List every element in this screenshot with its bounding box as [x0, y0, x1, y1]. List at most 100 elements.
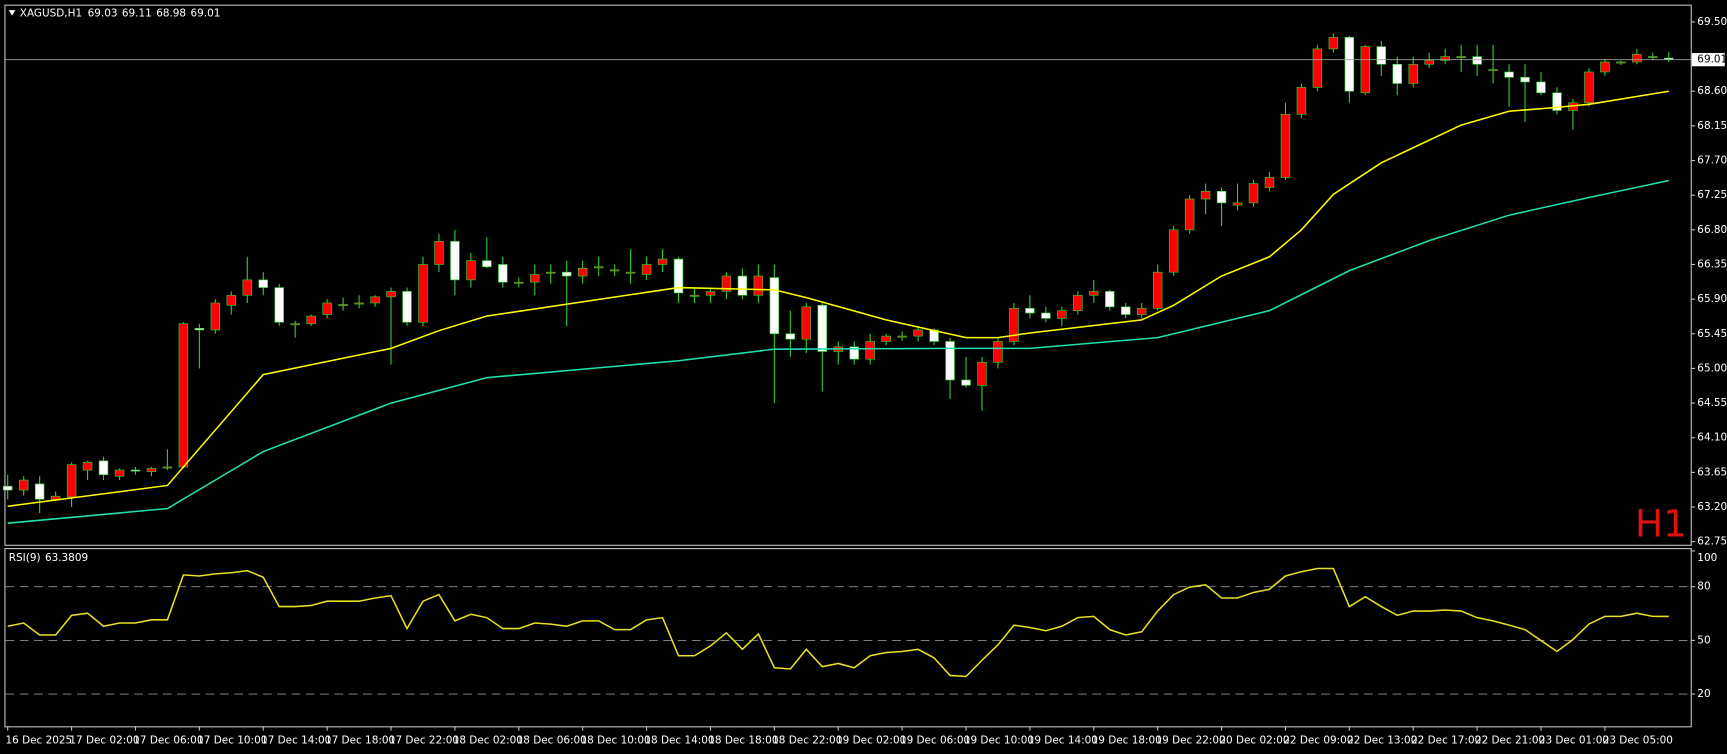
candle-body	[1105, 291, 1115, 308]
candle-body	[753, 275, 764, 296]
candle-body	[1136, 308, 1147, 315]
candle-body	[162, 466, 173, 469]
candle-body	[1392, 63, 1402, 84]
candle-body	[130, 469, 141, 472]
candle-body	[514, 281, 524, 284]
candle-body	[1025, 308, 1035, 314]
x-tick-label: 22 Dec 21:00	[1475, 735, 1545, 747]
candle-body	[530, 274, 540, 283]
candle-body	[641, 264, 652, 275]
candle-body	[737, 275, 748, 296]
header-close: 69.01	[190, 7, 220, 19]
candle-body	[705, 291, 716, 296]
candle-body	[146, 468, 157, 472]
candle-body	[386, 291, 396, 298]
candle-body	[1536, 81, 1546, 94]
candle-body	[817, 304, 828, 352]
candle-body	[1264, 177, 1275, 188]
x-tick-label: 18 Dec 22:00	[772, 735, 842, 747]
y-tick-label: 68.60	[1697, 85, 1727, 97]
y-tick-label: 65.00	[1697, 362, 1727, 374]
y-tick-label: 100	[1697, 552, 1717, 564]
candle-body	[1184, 198, 1195, 231]
candle-body	[977, 361, 987, 386]
candle-body	[1232, 202, 1243, 206]
candle-body	[881, 335, 891, 342]
candle-body	[274, 287, 284, 323]
candle-body	[450, 241, 460, 281]
candle-body	[1504, 71, 1514, 78]
candle-body	[1057, 310, 1067, 319]
candle-body	[1488, 69, 1498, 72]
y-tick-label: 66.80	[1697, 224, 1727, 236]
y-tick-label: 62.75	[1697, 536, 1727, 548]
x-tick-label: 17 Dec 02:00	[69, 735, 139, 747]
candle-body	[258, 279, 268, 288]
timeframe-label: H1	[1635, 502, 1687, 546]
y-tick-label: 50	[1697, 634, 1710, 646]
candle-body	[1041, 312, 1051, 319]
x-tick-label: 19 Dec 02:00	[836, 735, 906, 747]
last-price-box	[1691, 53, 1725, 67]
x-tick-label: 20 Dec 02:00	[1219, 735, 1289, 747]
menu-triangle[interactable]	[8, 10, 16, 16]
candle-body	[689, 294, 700, 297]
x-tick-label: 19 Dec 10:00	[964, 735, 1034, 747]
candle-body	[785, 333, 796, 340]
y-tick-label: 69.50	[1697, 16, 1727, 28]
x-tick-label: 17 Dec 10:00	[197, 735, 267, 747]
candle-body	[1632, 53, 1642, 63]
x-tick-label: 22 Dec 17:00	[1411, 735, 1481, 747]
candle-body	[1376, 46, 1387, 65]
candle-body	[1472, 56, 1482, 65]
candle-body	[194, 328, 205, 331]
x-tick-label: 16 Dec 2025	[6, 735, 73, 747]
candle-body	[322, 302, 332, 315]
candle-body	[1408, 63, 1418, 84]
rsi-title: RSI(9)	[9, 552, 41, 564]
y-tick-label: 66.35	[1697, 258, 1727, 270]
y-tick-label: 67.70	[1697, 155, 1727, 167]
header-high: 69.11	[122, 7, 152, 19]
y-tick-label: 65.45	[1697, 328, 1727, 340]
candle-body	[961, 379, 971, 386]
rsi-line	[7, 567, 1669, 678]
x-tick-label: 23 Dec 01:00	[1539, 735, 1609, 747]
candle-body	[1616, 61, 1626, 64]
candle-body	[18, 479, 29, 491]
header-low: 68.98	[156, 7, 186, 19]
x-tick-label: 19 Dec 14:00	[1028, 735, 1098, 747]
candle-body	[2, 485, 13, 491]
candle-body	[1121, 306, 1131, 315]
candle-body	[498, 264, 508, 283]
candle-body	[1152, 271, 1163, 309]
candle-body	[338, 304, 348, 306]
candle-body	[1456, 56, 1466, 59]
candle-body	[945, 341, 955, 381]
chart-header: XAGUSD,H1 69.03 69.11 68.98 69.01	[20, 7, 221, 19]
moving-average	[7, 90, 1669, 508]
candle-body	[178, 323, 189, 468]
x-tick-label: 22 Dec 09:00	[1283, 735, 1353, 747]
candle-body	[561, 271, 572, 277]
header-open: 69.03	[88, 7, 118, 19]
candle-body	[593, 266, 604, 269]
candle-body	[34, 483, 45, 500]
candle-body	[673, 258, 684, 294]
candle-body	[657, 258, 668, 265]
candle-body	[769, 277, 780, 335]
main-pane-frame	[4, 4, 1692, 546]
y-tick-label: 20	[1697, 688, 1710, 700]
candle-body	[801, 306, 812, 340]
candle-body	[1089, 291, 1099, 296]
candle-body	[1424, 60, 1434, 65]
candle-body	[370, 296, 380, 304]
moving-average	[7, 179, 1669, 524]
candle-body	[1073, 294, 1083, 312]
y-tick-label: 68.15	[1697, 120, 1727, 132]
y-tick-label: 63.65	[1697, 466, 1727, 478]
candle-body	[1168, 229, 1179, 273]
rsi-pane-frame	[4, 548, 1692, 728]
rsi-header: RSI(9) 63.3809	[9, 552, 88, 564]
